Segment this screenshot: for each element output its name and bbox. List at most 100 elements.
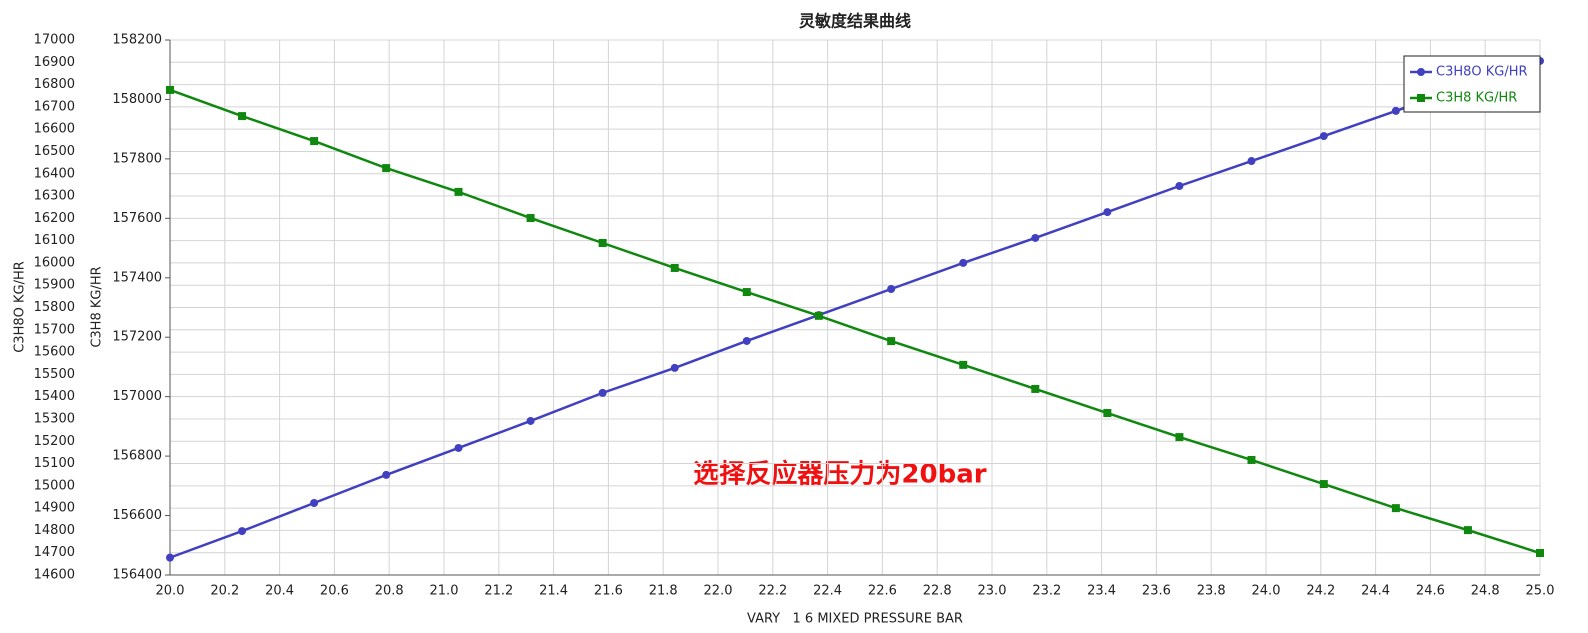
data-point <box>887 337 896 346</box>
x-tick-label: 21.6 <box>594 584 623 599</box>
legend-label: C3H8 KG/HR <box>1436 91 1517 106</box>
data-point <box>1031 233 1040 242</box>
y-tick-label: 15900 <box>34 278 75 293</box>
data-point <box>598 388 607 397</box>
x-tick-label: 22.6 <box>868 584 897 599</box>
y-tick-label: 16300 <box>34 189 75 204</box>
y-tick-label: 15700 <box>34 322 75 337</box>
data-point <box>1103 409 1112 418</box>
y-tick-label: 15600 <box>34 345 75 360</box>
x-tick-label: 21.8 <box>649 584 678 599</box>
data-point <box>526 214 535 223</box>
data-point <box>598 239 607 248</box>
y2-tick-label: 157000 <box>112 389 162 404</box>
y-tick-label: 16400 <box>34 166 75 181</box>
y-tick-label: 14900 <box>34 501 75 516</box>
y-tick-label: 16900 <box>34 55 75 70</box>
x-tick-label: 21.0 <box>430 584 459 599</box>
data-point <box>526 416 535 425</box>
y-tick-label: 15800 <box>34 300 75 315</box>
x-tick-label: 22.8 <box>923 584 952 599</box>
y-tick-label: 16600 <box>34 122 75 137</box>
y-tick-label: 15300 <box>34 411 75 426</box>
x-tick-label: 24.4 <box>1361 584 1390 599</box>
x-tick-label: 20.2 <box>210 584 239 599</box>
data-point <box>1391 106 1400 115</box>
data-point <box>166 85 174 94</box>
data-point <box>1463 526 1472 535</box>
data-point <box>382 470 391 479</box>
data-point <box>670 263 679 272</box>
data-point <box>1391 504 1400 513</box>
data-point <box>670 363 679 372</box>
data-point <box>238 112 247 121</box>
y-tick-label: 16000 <box>34 255 75 270</box>
x-tick-label: 20.6 <box>320 584 349 599</box>
data-point <box>959 360 968 369</box>
y-tick-label: 16200 <box>34 211 75 226</box>
x-tick-label: 25.0 <box>1526 584 1555 599</box>
legend-marker <box>1417 94 1425 102</box>
data-point <box>742 288 751 297</box>
y2-tick-label: 157600 <box>112 211 162 226</box>
x-tick-label: 23.4 <box>1087 584 1116 599</box>
y-tick-label: 16700 <box>34 99 75 114</box>
x-tick-label: 23.8 <box>1197 584 1226 599</box>
y-tick-label: 17000 <box>34 33 75 48</box>
x-tick-label: 20.4 <box>265 584 294 599</box>
chart-title: 灵敏度结果曲线 <box>799 12 911 31</box>
data-point <box>1536 549 1544 558</box>
x-tick-label: 24.2 <box>1306 584 1335 599</box>
data-point <box>310 137 319 146</box>
legend-box <box>1403 55 1541 113</box>
y-tick-label: 15000 <box>34 478 75 493</box>
data-point <box>1103 208 1112 217</box>
legend-marker <box>1417 68 1425 76</box>
y-tick-label: 14800 <box>34 523 75 538</box>
data-point <box>814 311 823 320</box>
data-point <box>1247 455 1256 464</box>
series-line <box>169 59 1541 559</box>
x-tick-label: 20.8 <box>375 584 404 599</box>
x-tick-label: 22.0 <box>704 584 733 599</box>
y2-tick-label: 157200 <box>112 330 162 345</box>
data-point <box>238 527 247 536</box>
y-axis-title: C3H8O KG/HR <box>13 261 28 353</box>
data-point <box>1319 132 1328 141</box>
data-point <box>887 284 896 293</box>
x-tick-label: 21.4 <box>539 584 568 599</box>
x-tick-label: 20.0 <box>156 584 185 599</box>
y-tick-label: 16800 <box>34 77 75 92</box>
y-tick-label: 14600 <box>34 568 75 583</box>
data-point <box>166 553 174 562</box>
y-tick-label: 16100 <box>34 233 75 248</box>
x-tick-label: 23.2 <box>1032 584 1061 599</box>
series-line <box>169 88 1541 555</box>
data-point <box>742 336 751 345</box>
data-point <box>454 443 463 452</box>
data-point <box>959 258 968 267</box>
x-tick-label: 22.4 <box>813 584 842 599</box>
data-point <box>1175 433 1184 442</box>
data-point <box>1319 480 1328 489</box>
y2-tick-label: 158000 <box>112 92 162 107</box>
y-tick-label: 15400 <box>34 389 75 404</box>
y-tick-label: 15500 <box>34 367 75 382</box>
data-point <box>310 498 319 507</box>
legend-label: C3H8O KG/HR <box>1436 65 1528 80</box>
y2-tick-label: 156800 <box>112 449 162 464</box>
x-tick-label: 22.2 <box>758 584 787 599</box>
y2-tick-label: 156400 <box>112 568 162 583</box>
x-tick-label: 24.8 <box>1471 584 1500 599</box>
x-tick-label: 24.6 <box>1416 584 1445 599</box>
x-tick-label: 23.6 <box>1142 584 1171 599</box>
data-point <box>454 187 463 196</box>
y-tick-label: 15100 <box>34 456 75 471</box>
y-tick-label: 15200 <box>34 434 75 449</box>
y-tick-label: 16500 <box>34 144 75 159</box>
x-tick-label: 21.2 <box>484 584 513 599</box>
y2-tick-label: 156600 <box>112 508 162 523</box>
data-point <box>1175 182 1184 191</box>
y2-tick-label: 157400 <box>112 270 162 285</box>
